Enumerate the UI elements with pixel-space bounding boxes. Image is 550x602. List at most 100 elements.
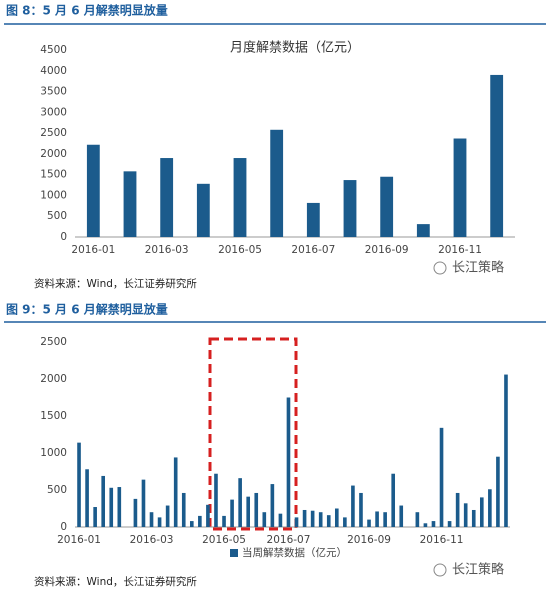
bar [165,505,170,527]
source-note: 资料来源：Wind，长江证券研究所 [34,277,197,290]
y-tick-label: 4000 [40,65,67,77]
bar [391,473,396,527]
y-tick-label: 500 [47,210,67,222]
bar [463,503,468,527]
bar [351,485,355,527]
y-tick-label: 4500 [40,44,67,56]
bar [431,521,436,527]
bar [367,519,371,527]
bar [196,183,210,237]
bar [318,512,323,527]
bar [375,511,379,527]
y-tick-label: 1000 [40,189,67,201]
bar [198,515,202,527]
chart-title: 月度解禁数据（亿元） [230,40,360,56]
x-tick-label: 2016-07 [291,244,335,256]
bar [149,512,154,527]
x-tick-label: 2016-05 [218,244,262,256]
watermark: 长江策略 [452,562,504,578]
x-tick-label: 2016-01 [71,244,115,256]
watermark-icon [433,563,447,577]
bar [123,171,137,237]
bar [246,496,251,527]
x-tick-label: 2016-07 [267,534,311,546]
x-tick-label: 2016-05 [202,534,246,546]
bar [77,442,81,527]
figure-caption: 图 9：5 月 6 月解禁明显放量 [6,302,168,317]
x-tick-label: 2016-01 [57,534,101,546]
source-note: 资料来源：Wind，长江证券研究所 [34,575,197,588]
bar [133,498,138,527]
bar [238,478,242,527]
y-tick-label: 500 [47,484,67,496]
bar [302,509,307,527]
bar [85,469,89,527]
bar [101,475,106,527]
bar [254,492,259,527]
bar [93,507,97,527]
bar [447,521,452,527]
y-tick-label: 1500 [40,410,67,422]
bar [109,487,114,527]
bar [343,180,357,237]
y-tick-label: 2000 [40,373,67,385]
bar [270,129,284,237]
bar [359,492,363,527]
bar [173,457,178,527]
bar [380,176,394,237]
x-tick-label: 2016-11 [438,244,482,256]
bar [383,512,387,527]
bar [479,497,484,527]
x-tick-label: 2016-09 [365,244,409,256]
bar [117,487,122,527]
bar [343,517,347,527]
y-tick-label: 0 [60,231,67,243]
legend-label: 当周解禁数据（亿元） [242,546,347,559]
bar [181,492,186,527]
x-tick-label: 2016-09 [347,534,391,546]
x-tick-label: 2016-11 [420,534,464,546]
y-tick-label: 0 [60,521,67,533]
x-tick-label: 2016-03 [145,244,189,256]
y-tick-label: 3000 [40,106,67,118]
bar [423,523,428,527]
legend-swatch [230,549,238,557]
bar [455,492,460,527]
bar [233,158,247,237]
bar [286,397,291,527]
bar [504,374,508,527]
watermark-icon [433,261,447,275]
y-tick-label: 1000 [40,447,67,459]
bar [86,144,100,237]
x-tick-label: 2016-03 [130,534,174,546]
bar [206,504,210,527]
bar [490,74,504,237]
bar [453,138,467,237]
bar [157,517,162,527]
bar [230,499,234,527]
bar [278,513,283,527]
bar [334,508,339,527]
y-tick-label: 2500 [40,336,67,348]
bar [471,509,476,527]
bar [488,489,492,527]
bar [416,224,430,237]
bar [141,479,146,527]
bar [399,505,404,527]
watermark: 长江策略 [452,260,504,276]
bar [496,456,500,527]
bar [415,512,420,527]
bar [262,512,267,527]
y-tick-label: 3500 [40,86,67,98]
bar [326,515,331,527]
bar [222,515,226,527]
y-tick-label: 1500 [40,169,67,181]
figure-caption: 图 8：5 月 6 月解禁明显放量 [6,3,168,18]
y-tick-label: 2500 [40,127,67,139]
bar [189,521,194,527]
bar [214,473,218,527]
bar [310,510,315,527]
bar [294,517,299,527]
